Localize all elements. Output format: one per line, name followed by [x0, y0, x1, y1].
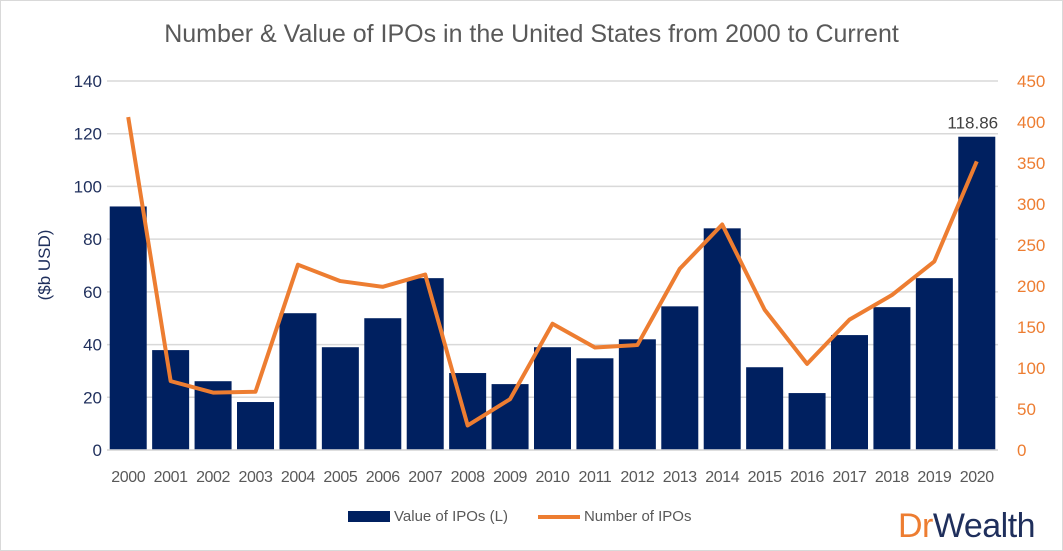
x-tick-label: 2012 [620, 469, 654, 486]
data-label-2020: 118.86 [947, 114, 998, 133]
x-tick-label: 2001 [154, 469, 188, 486]
bar-2014 [703, 228, 741, 450]
x-tick-label: 2018 [875, 469, 909, 486]
bar-2017 [831, 335, 868, 450]
y2-tick-label: 300 [1017, 195, 1045, 214]
x-tick-label: 2011 [579, 469, 612, 486]
y-tick-label: 20 [83, 388, 102, 407]
drwealth-logo: DrWealth [898, 507, 1036, 545]
y2-tick-label: 250 [1017, 236, 1045, 255]
bar-2012 [618, 339, 656, 450]
bar-2000 [109, 206, 147, 450]
y2-tick-label: 100 [1017, 359, 1045, 378]
bar-2019 [915, 278, 953, 450]
x-tick-label: 2005 [323, 469, 357, 486]
x-tick-label: 2000 [111, 469, 145, 486]
x-tick-label: 2004 [281, 469, 315, 486]
legend-line-swatch [537, 514, 580, 519]
y2-tick-label: 200 [1017, 277, 1045, 296]
y-tick-label: 140 [74, 72, 102, 91]
x-tick-label: 2017 [833, 469, 867, 486]
x-tick-label: 2002 [196, 469, 230, 486]
legend-label-value: Value of IPOs (L) [394, 508, 508, 525]
bar-2013 [661, 306, 699, 450]
legend: Value of IPOs (L) Number of IPOs [348, 508, 691, 525]
y-tick-label: 100 [74, 177, 102, 196]
x-tick-label: 2014 [705, 469, 739, 486]
y-tick-label: 0 [93, 441, 102, 460]
x-tick-label: 2020 [960, 469, 994, 486]
bar-2007 [406, 278, 444, 450]
bar-2006 [364, 318, 402, 450]
bar-2020 [958, 136, 996, 450]
bar-2018 [873, 307, 911, 450]
bar-2005 [321, 347, 359, 450]
y-axis-label: ($b USD) [35, 230, 54, 301]
x-tick-label: 2006 [366, 469, 400, 486]
y2-tick-label: 150 [1017, 318, 1045, 337]
bar-2003 [237, 402, 274, 450]
x-tick-label: 2007 [408, 469, 442, 486]
legend-bar-swatch [348, 511, 390, 522]
y-tick-label: 80 [83, 230, 102, 249]
y-tick-label: 40 [83, 336, 102, 355]
x-tick-label: 2019 [917, 469, 951, 486]
x-tick-label: 2015 [748, 469, 782, 486]
bar-2011 [576, 358, 614, 450]
bar-2009 [491, 384, 529, 450]
x-tick-label: 2009 [493, 469, 527, 486]
y-tick-label: 60 [83, 283, 102, 302]
y2-tick-label: 0 [1017, 441, 1026, 460]
bar-2001 [152, 350, 190, 450]
y2-tick-label: 350 [1017, 154, 1045, 173]
chart-title: Number & Value of IPOs in the United Sta… [164, 20, 899, 48]
y2-tick-label: 450 [1017, 72, 1045, 91]
x-tick-label: 2003 [239, 469, 273, 486]
x-tick-label: 2016 [790, 469, 824, 486]
bar-2015 [746, 367, 784, 450]
x-tick-label: 2008 [451, 469, 485, 486]
bar-2004 [279, 313, 317, 450]
bar-2016 [788, 393, 826, 450]
y2-tick-label: 50 [1017, 400, 1036, 419]
legend-label-number: Number of IPOs [583, 508, 692, 525]
x-tick-label: 2013 [663, 469, 697, 486]
y-tick-label: 120 [74, 125, 102, 144]
y2-tick-label: 400 [1017, 113, 1045, 132]
bar-2010 [534, 347, 571, 450]
x-tick-label: 2010 [536, 469, 570, 486]
